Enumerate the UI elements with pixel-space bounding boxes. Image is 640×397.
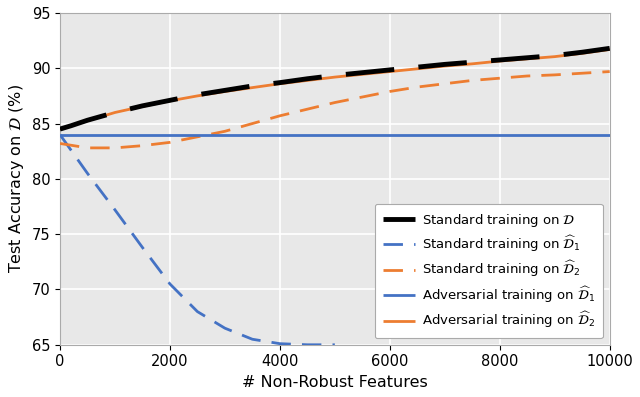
Standard training on $\widehat{\mathcal{D}}_2$ xyxy=(524,73,531,78)
Standard training on $\widehat{\mathcal{D}}_2$ xyxy=(579,71,586,75)
Standard training on $\widehat{\mathcal{D}}_2$ xyxy=(386,89,394,94)
Line: Standard training on $\mathcal{D}$: Standard training on $\mathcal{D}$ xyxy=(60,48,610,129)
Adversarial training on $\widehat{\mathcal{D}}_2$ xyxy=(67,123,75,128)
Standard training on $\widehat{\mathcal{D}}_1$ xyxy=(111,208,119,212)
Standard training on $\mathcal{D}$ xyxy=(248,83,256,88)
Line: Standard training on $\widehat{\mathcal{D}}_2$: Standard training on $\widehat{\mathcal{… xyxy=(60,71,610,148)
Adversarial training on $\widehat{\mathcal{D}}_2$ xyxy=(441,64,449,68)
Standard training on $\mathcal{D}$ xyxy=(606,46,614,51)
Line: Standard training on $\widehat{\mathcal{D}}_1$: Standard training on $\widehat{\mathcal{… xyxy=(60,135,335,345)
Adversarial training on $\widehat{\mathcal{D}}_2$ xyxy=(413,66,421,71)
Adversarial training on $\widehat{\mathcal{D}}_2$ xyxy=(193,94,201,98)
Standard training on $\mathcal{D}$ xyxy=(496,58,504,62)
Standard training on $\mathcal{D}$ xyxy=(111,110,119,115)
Adversarial training on $\widehat{\mathcal{D}}_2$ xyxy=(303,78,311,83)
Adversarial training on $\widehat{\mathcal{D}}_2$ xyxy=(468,62,476,66)
Standard training on $\mathcal{D}$ xyxy=(524,55,531,60)
Adversarial training on $\widehat{\mathcal{D}}_2$ xyxy=(56,127,64,131)
Adversarial training on $\widehat{\mathcal{D}}_2$ xyxy=(248,85,256,90)
Standard training on $\widehat{\mathcal{D}}_1$ xyxy=(139,245,147,250)
Standard training on $\widehat{\mathcal{D}}_2$ xyxy=(496,76,504,81)
X-axis label: # Non-Robust Features: # Non-Robust Features xyxy=(242,375,428,390)
Standard training on $\widehat{\mathcal{D}}_2$ xyxy=(606,69,614,74)
Standard training on $\mathcal{D}$ xyxy=(303,76,311,81)
Standard training on $\widehat{\mathcal{D}}_2$ xyxy=(111,146,119,150)
Standard training on $\mathcal{D}$ xyxy=(166,98,173,103)
Standard training on $\widehat{\mathcal{D}}_2$ xyxy=(139,143,147,148)
Standard training on $\widehat{\mathcal{D}}_2$ xyxy=(303,107,311,112)
Adversarial training on $\widehat{\mathcal{D}}_2$ xyxy=(579,51,586,56)
Adversarial training on $\widehat{\mathcal{D}}_2$ xyxy=(496,59,504,64)
Adversarial training on $\widehat{\mathcal{D}}_2$ xyxy=(111,110,119,115)
Line: Adversarial training on $\widehat{\mathcal{D}}_2$: Adversarial training on $\widehat{\mathc… xyxy=(60,50,610,129)
Standard training on $\mathcal{D}$ xyxy=(139,104,147,108)
Adversarial training on $\widehat{\mathcal{D}}_2$ xyxy=(551,54,559,59)
Adversarial training on $\widehat{\mathcal{D}}_2$ xyxy=(358,72,366,77)
Standard training on $\widehat{\mathcal{D}}_1$ xyxy=(331,342,339,347)
Standard training on $\widehat{\mathcal{D}}_2$ xyxy=(413,85,421,89)
Standard training on $\mathcal{D}$ xyxy=(413,65,421,69)
Standard training on $\mathcal{D}$ xyxy=(579,50,586,55)
Adversarial training on $\widehat{\mathcal{D}}_2$ xyxy=(606,47,614,52)
Standard training on $\widehat{\mathcal{D}}_1$ xyxy=(84,171,92,176)
Standard training on $\widehat{\mathcal{D}}_2$ xyxy=(331,100,339,105)
Standard training on $\mathcal{D}$ xyxy=(67,123,75,128)
Standard training on $\mathcal{D}$ xyxy=(221,88,228,93)
Adversarial training on $\widehat{\mathcal{D}}_2$ xyxy=(221,89,228,94)
Standard training on $\widehat{\mathcal{D}}_2$ xyxy=(84,146,92,150)
Standard training on $\widehat{\mathcal{D}}_1$ xyxy=(166,281,173,286)
Standard training on $\widehat{\mathcal{D}}_1$ xyxy=(221,326,228,331)
Standard training on $\widehat{\mathcal{D}}_2$ xyxy=(358,94,366,99)
Standard training on $\widehat{\mathcal{D}}_1$ xyxy=(56,132,64,137)
Standard training on $\mathcal{D}$ xyxy=(331,73,339,78)
Standard training on $\mathcal{D}$ xyxy=(84,118,92,123)
Standard training on $\widehat{\mathcal{D}}_2$ xyxy=(551,73,559,77)
Standard training on $\widehat{\mathcal{D}}_1$ xyxy=(303,342,311,347)
Adversarial training on $\widehat{\mathcal{D}}_2$ xyxy=(524,56,531,61)
Standard training on $\widehat{\mathcal{D}}_2$ xyxy=(248,121,256,126)
Adversarial training on $\widehat{\mathcal{D}}_2$ xyxy=(331,75,339,79)
Standard training on $\widehat{\mathcal{D}}_2$ xyxy=(193,135,201,139)
Standard training on $\widehat{\mathcal{D}}_2$ xyxy=(441,81,449,86)
Standard training on $\widehat{\mathcal{D}}_2$ xyxy=(166,140,173,145)
Adversarial training on $\widehat{\mathcal{D}}_2$ xyxy=(166,98,173,103)
Standard training on $\widehat{\mathcal{D}}_2$ xyxy=(221,129,228,134)
Adversarial training on $\widehat{\mathcal{D}}_2$ xyxy=(84,118,92,123)
Standard training on $\widehat{\mathcal{D}}_1$ xyxy=(276,341,284,346)
Adversarial training on $\widehat{\mathcal{D}}_2$ xyxy=(139,104,147,109)
Standard training on $\widehat{\mathcal{D}}_2$ xyxy=(468,78,476,83)
Adversarial training on $\widehat{\mathcal{D}}_2$ xyxy=(276,81,284,86)
Standard training on $\mathcal{D}$ xyxy=(56,127,64,131)
Standard training on $\widehat{\mathcal{D}}_2$ xyxy=(56,141,64,146)
Standard training on $\widehat{\mathcal{D}}_2$ xyxy=(276,114,284,118)
Standard training on $\mathcal{D}$ xyxy=(551,53,559,58)
Standard training on $\mathcal{D}$ xyxy=(193,93,201,97)
Standard training on $\mathcal{D}$ xyxy=(386,67,394,72)
Legend: Standard training on $\mathcal{D}$, Standard training on $\widehat{\mathcal{D}}_: Standard training on $\mathcal{D}$, Stan… xyxy=(374,204,603,338)
Standard training on $\mathcal{D}$ xyxy=(358,70,366,75)
Standard training on $\mathcal{D}$ xyxy=(276,80,284,85)
Standard training on $\mathcal{D}$ xyxy=(441,62,449,67)
Standard training on $\mathcal{D}$ xyxy=(468,60,476,65)
Y-axis label: Test Accuracy on $\mathcal{D}$ (%): Test Accuracy on $\mathcal{D}$ (%) xyxy=(7,85,26,274)
Standard training on $\widehat{\mathcal{D}}_1$ xyxy=(248,337,256,342)
Standard training on $\widehat{\mathcal{D}}_1$ xyxy=(193,309,201,314)
Adversarial training on $\widehat{\mathcal{D}}_2$ xyxy=(386,69,394,74)
